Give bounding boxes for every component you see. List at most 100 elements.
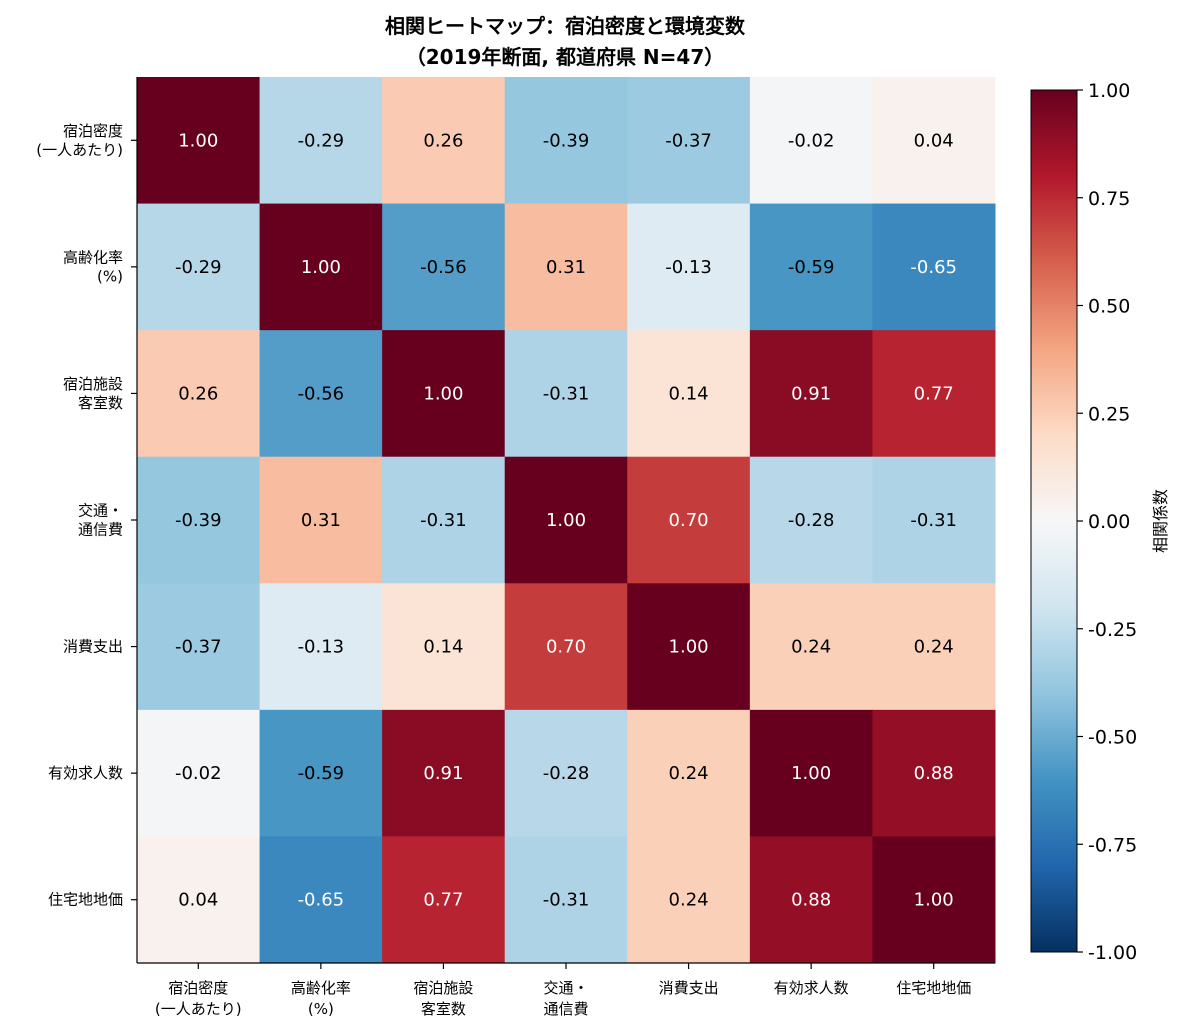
cell-value-label: 0.70 — [669, 510, 709, 531]
heatmap-cell — [382, 203, 506, 331]
heatmap-cell — [504, 330, 628, 458]
cell-value-label: 1.00 — [301, 257, 341, 278]
cell-value-label: 0.26 — [423, 130, 463, 151]
heatmap-cell — [382, 77, 506, 205]
heatmap-cell — [872, 77, 996, 205]
cell-value-label: 0.88 — [914, 763, 954, 784]
column-label: 消費支出 — [659, 979, 719, 997]
cell-value-label: 0.31 — [301, 510, 341, 531]
colorbar: 1.00 0.75 0.50 0.25 0.00 -0.25 -0.50 -0.75 -1.00… — [1030, 80, 1170, 964]
chart-title-line-1: 相関ヒートマップ：宿泊密度と環境変数 — [385, 14, 746, 38]
column-label: 高齢化率 — [291, 979, 351, 997]
cell-value-label: -0.39 — [175, 510, 222, 531]
heatmap-cell — [627, 836, 751, 964]
heatmap-cell — [627, 709, 751, 837]
colorbar-tick-label: -1.00 — [1088, 942, 1137, 964]
heatmap-cell — [872, 330, 996, 458]
column-label: 交通・ — [543, 979, 588, 997]
cell-value-label: 1.00 — [791, 763, 831, 784]
row-label: 消費支出 — [63, 638, 123, 656]
cell-value-label: 0.31 — [546, 257, 586, 278]
heatmap-cell — [749, 456, 873, 584]
heatmap-cell — [504, 583, 628, 711]
cell-value-label: -0.28 — [788, 510, 835, 531]
cell-value-label: -0.31 — [910, 510, 957, 531]
heatmap-cell — [259, 203, 383, 331]
cell-value-label: -0.65 — [298, 890, 345, 911]
row-label: (一人あたり) — [36, 141, 123, 159]
cell-value-label: -0.02 — [175, 763, 222, 784]
heatmap-cell — [504, 709, 628, 837]
colorbar-tick-label: 0.00 — [1088, 511, 1130, 533]
heatmap-cell — [137, 330, 261, 458]
cell-value-label: -0.31 — [420, 510, 467, 531]
column-label: 宿泊施設 — [413, 979, 473, 997]
cell-value-label: 1.00 — [669, 637, 709, 658]
heatmap-cell — [504, 77, 628, 205]
heatmap-cell-labels: 1.00 -0.29 0.26 -0.39 -0.37 -0.02 0.04 -0.29 1.0… — [175, 130, 957, 910]
heatmap-cell — [504, 456, 628, 584]
heatmap-cell — [627, 583, 751, 711]
heatmap-cell — [872, 583, 996, 711]
colorbar-tick-label: 0.50 — [1088, 296, 1130, 318]
cell-value-label: 1.00 — [914, 890, 954, 911]
cell-value-label: -0.28 — [543, 763, 590, 784]
row-label: 通信費 — [78, 521, 123, 539]
heatmap-cell — [259, 836, 383, 964]
cell-value-label: 1.00 — [423, 383, 463, 404]
cell-value-label: 0.14 — [669, 383, 709, 404]
row-label: (%) — [97, 267, 123, 285]
cell-value-label: -0.13 — [298, 637, 345, 658]
heatmap-cell — [872, 836, 996, 964]
heatmap-cell — [872, 709, 996, 837]
cell-value-label: 0.91 — [791, 383, 831, 404]
heatmap-cell — [749, 709, 873, 837]
heatmap-cell — [137, 709, 261, 837]
row-label: 交通・ — [78, 502, 123, 520]
cell-value-label: 0.88 — [791, 890, 831, 911]
cell-value-label: 1.00 — [546, 510, 586, 531]
colorbar-tick-label: 0.75 — [1088, 188, 1130, 210]
column-label: (一人あたり) — [155, 1000, 242, 1018]
cell-value-label: 0.14 — [423, 637, 463, 658]
row-label: 宿泊施設 — [63, 375, 123, 393]
chart-title-line-2: （2019年断面, 都道府県 N=47） — [406, 45, 725, 69]
heatmap-cells — [137, 77, 996, 964]
heatmap-cell — [627, 456, 751, 584]
heatmap-cell — [749, 203, 873, 331]
cell-value-label: 0.04 — [178, 890, 218, 911]
cell-value-label: -0.59 — [298, 763, 345, 784]
heatmap-cell — [259, 456, 383, 584]
cell-value-label: -0.56 — [298, 383, 345, 404]
row-label: 高齢化率 — [63, 248, 123, 266]
row-label: 客室数 — [78, 394, 123, 412]
colorbar-gradient — [1030, 89, 1078, 953]
heatmap-cell — [137, 203, 261, 331]
cell-value-label: -0.13 — [665, 257, 712, 278]
column-label: 住宅地地価 — [896, 979, 971, 997]
row-label: 住宅地地価 — [48, 891, 123, 909]
cell-value-label: 0.70 — [546, 637, 586, 658]
column-label: 通信費 — [543, 1000, 588, 1018]
heatmap-cell — [627, 330, 751, 458]
cell-value-label: 0.77 — [914, 383, 954, 404]
heatmap-cell — [382, 456, 506, 584]
colorbar-label: 相関係数 — [1151, 489, 1170, 553]
colorbar-tick-label: 0.25 — [1088, 403, 1130, 425]
cell-value-label: -0.02 — [788, 130, 835, 151]
cell-value-label: -0.39 — [543, 130, 590, 151]
cell-value-label: -0.37 — [665, 130, 712, 151]
colorbar-tick-label: 1.00 — [1088, 80, 1130, 102]
heatmap-cell — [259, 330, 383, 458]
cell-value-label: -0.29 — [298, 130, 345, 151]
heatmap-cell — [137, 836, 261, 964]
cell-value-label: 1.00 — [178, 130, 218, 151]
heatmap-axes: 宿泊密度(一人あたり)高齢化率(%)宿泊施設客室数交通・通信費消費支出有効求人数… — [36, 77, 995, 1018]
heatmap-cell — [382, 836, 506, 964]
column-label: 有効求人数 — [774, 979, 849, 997]
colorbar-tick-label: -0.50 — [1088, 727, 1137, 749]
heatmap-cell — [627, 203, 751, 331]
cell-value-label: -0.31 — [543, 383, 590, 404]
cell-value-label: 0.24 — [914, 637, 954, 658]
cell-value-label: -0.56 — [420, 257, 467, 278]
